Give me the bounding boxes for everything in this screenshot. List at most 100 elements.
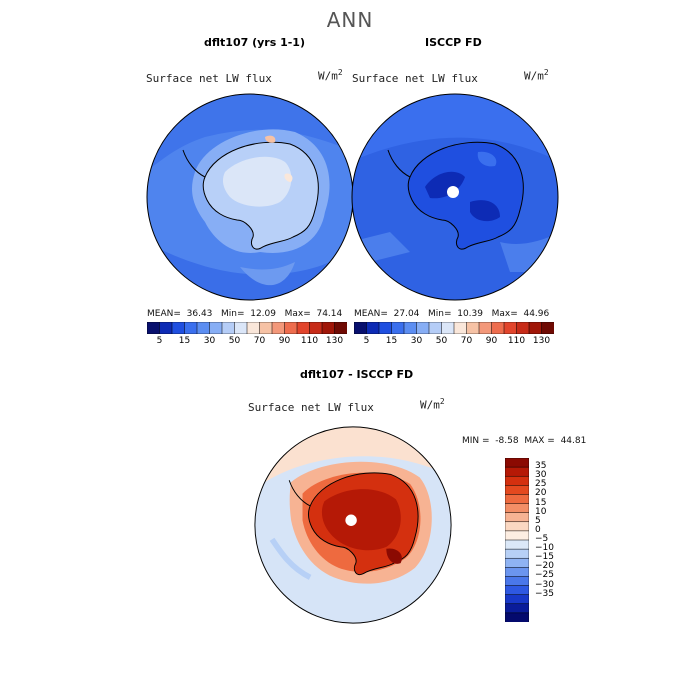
colorbar-difference-swatch	[505, 567, 529, 578]
colorbar-difference-tick-label: 25	[535, 479, 547, 490]
colorbar-obs-swatch	[503, 322, 518, 334]
polar-map-difference	[254, 426, 452, 624]
colorbar-model-tick-label: 130	[325, 336, 344, 346]
diff-variable-label: Surface net LW flux	[248, 401, 374, 414]
colorbar-difference-swatch	[505, 557, 529, 569]
colorbar-obs-tick-label: 70	[460, 336, 473, 346]
units-label-obs: W/m2	[524, 68, 549, 83]
colorbar-obs-swatch	[403, 322, 418, 334]
colorbar-difference-tick-label: −5	[535, 534, 549, 544]
colorbar-difference-swatch	[505, 521, 529, 532]
colorbar-difference-tick-label: 30	[535, 470, 547, 481]
colorbar-obs-swatch	[541, 322, 554, 334]
colorbar-difference-swatch	[505, 612, 529, 622]
colorbar-model-swatch	[147, 322, 161, 334]
polar-map-model	[146, 93, 354, 301]
colorbar-model-swatch	[246, 322, 261, 334]
colorbar-model-swatch	[209, 322, 223, 334]
panel-title-obs: ISCCP FD	[425, 36, 482, 49]
colorbar-difference-swatch	[505, 485, 529, 496]
colorbar-model-tick-label: 30	[203, 336, 216, 346]
colorbar-model-tick-label: 50	[228, 336, 241, 346]
colorbar-model-swatch	[334, 322, 347, 334]
colorbar-obs-swatch	[528, 322, 543, 334]
missing-data-pole	[447, 186, 459, 198]
colorbar-model-tick-label: 5	[156, 336, 163, 346]
colorbar-model-swatch	[271, 322, 286, 334]
colorbar-difference-swatch	[505, 475, 529, 487]
colorbar-difference-swatch	[505, 512, 529, 523]
colorbar-model-swatch	[234, 322, 248, 334]
colorbar-difference-swatch	[505, 530, 529, 541]
variable-label-model: Surface net LW flux	[146, 72, 272, 85]
colorbar-difference-swatch	[505, 503, 529, 514]
colorbar-obs-tick-label: 30	[410, 336, 423, 346]
colorbar-difference-swatch	[505, 466, 529, 477]
colorbar-difference-tick-label: −25	[535, 570, 554, 581]
colorbar-obs-tick-label: 50	[435, 336, 448, 346]
colorbar-obs-swatch	[466, 322, 480, 334]
colorbar-difference-tick-label: 20	[535, 488, 547, 499]
colorbar-model-swatch	[296, 322, 311, 334]
colorbar-difference-swatch	[505, 576, 529, 587]
colorbar-model-tick-label: 15	[178, 336, 191, 346]
colorbar-model-swatch	[184, 322, 198, 334]
colorbar-difference-tick-label: −35	[535, 588, 554, 599]
diff-stats: MIN = -8.58 MAX = 44.81	[462, 436, 587, 446]
colorbar-difference-tick-label: −10	[535, 543, 554, 554]
colorbar-obs-swatch	[391, 322, 405, 334]
colorbar-obs-tick-label: 90	[485, 336, 498, 346]
colorbar-difference-tick-label: −20	[535, 561, 554, 572]
colorbar-obs-swatch	[516, 322, 530, 334]
colorbar-model-tick-label: 90	[278, 336, 291, 346]
units-label-model: W/m2	[318, 68, 343, 83]
antarctica-landmass	[407, 141, 524, 250]
missing-data-pole	[345, 514, 357, 526]
colorbar-difference-swatch	[505, 548, 529, 559]
colorbar-obs-swatch	[354, 322, 368, 334]
variable-label-obs: Surface net LW flux	[352, 72, 478, 85]
colorbar-model-swatch	[196, 322, 211, 334]
colorbar-obs-swatch	[491, 322, 505, 334]
colorbar-obs-tick-label: 15	[385, 336, 398, 346]
colorbar-model-swatch	[171, 322, 186, 334]
colorbar-difference-swatch	[505, 458, 529, 468]
colorbar-obs-swatch	[416, 322, 430, 334]
panel-title-model: dflt107 (yrs 1-1)	[204, 36, 305, 49]
colorbar-difference-tick-label: 5	[535, 515, 541, 526]
colorbar-obs-swatch	[378, 322, 393, 334]
colorbar-obs-swatch	[453, 322, 468, 334]
diff-panel-title: dflt107 - ISCCP FD	[300, 368, 414, 381]
colorbar-obs-swatch	[366, 322, 380, 334]
colorbar-difference	[505, 458, 529, 622]
colorbar-difference-tick-label: −30	[535, 579, 554, 590]
colorbar-obs-tick-label: 110	[507, 336, 526, 346]
colorbar-difference-swatch	[505, 603, 529, 614]
diff-units-label: W/m2	[420, 397, 445, 412]
colorbar-difference-swatch	[505, 594, 529, 605]
stats-model: MEAN= 36.43 Min= 12.09 Max= 74.14	[147, 309, 343, 319]
colorbar-difference-swatch	[505, 585, 529, 596]
colorbar-difference-tick-label: 15	[535, 497, 547, 508]
colorbar-difference-swatch	[505, 539, 529, 550]
polar-map-obs	[351, 93, 559, 301]
colorbar-obs-tick-label: 5	[363, 336, 370, 346]
colorbar-model-swatch	[309, 322, 323, 334]
colorbar-model-swatch	[259, 322, 273, 334]
colorbar-obs-swatch	[441, 322, 455, 334]
colorbar-difference-tick-label: 0	[535, 524, 541, 535]
page-title: ANN	[326, 8, 374, 32]
colorbar-difference-tick-label: 35	[535, 461, 547, 472]
colorbar-obs	[354, 322, 554, 334]
colorbar-model-swatch	[159, 322, 173, 334]
colorbar-difference-tick-label: −15	[535, 552, 554, 563]
colorbar-model-tick-label: 70	[253, 336, 266, 346]
stats-obs: MEAN= 27.04 Min= 10.39 Max= 44.96	[354, 309, 550, 319]
colorbar-model-swatch	[321, 322, 336, 334]
colorbar-model	[147, 322, 347, 334]
colorbar-model-swatch	[284, 322, 298, 334]
colorbar-obs-swatch	[478, 322, 493, 334]
colorbar-obs-tick-label: 130	[532, 336, 551, 346]
colorbar-model-swatch	[221, 322, 236, 334]
colorbar-obs-swatch	[428, 322, 443, 334]
